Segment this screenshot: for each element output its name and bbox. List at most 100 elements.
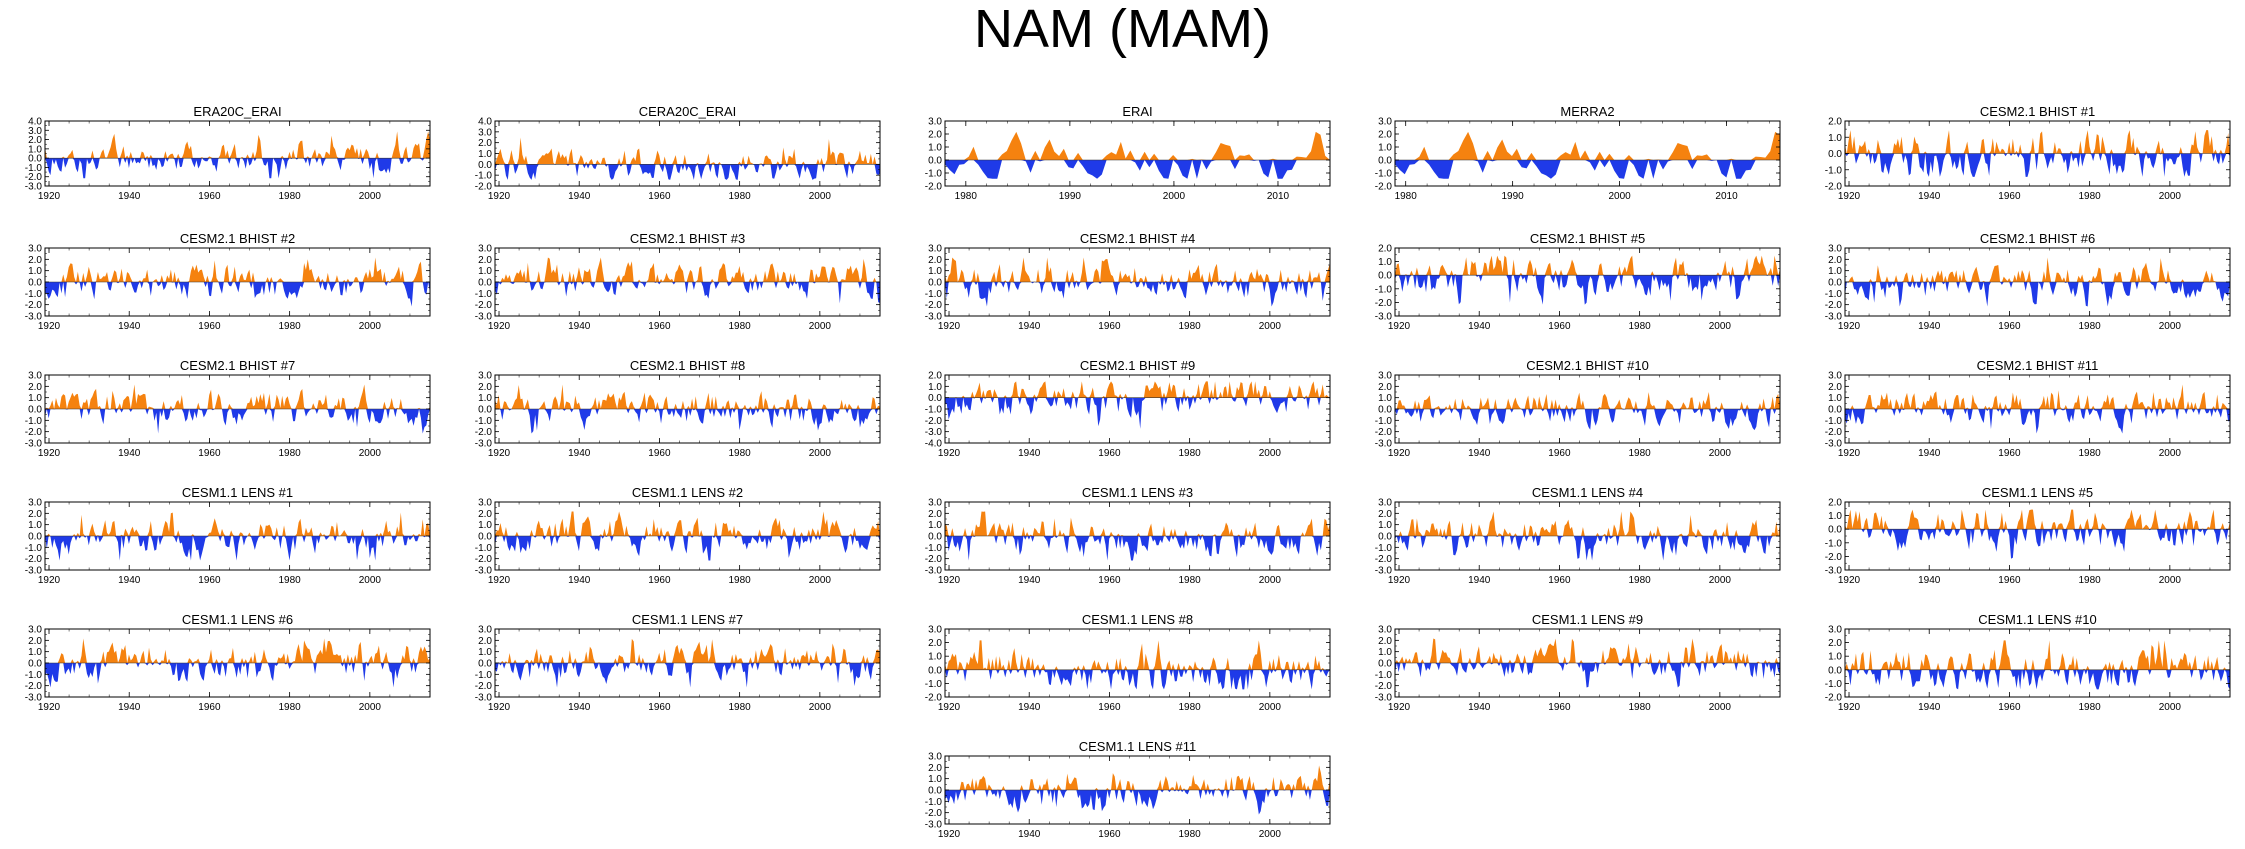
y-tick-label: -3.0 — [1375, 566, 1393, 577]
panel-title: ERAI — [1122, 104, 1152, 119]
x-tick-label: 2000 — [359, 321, 382, 332]
y-tick-label: -1.0 — [925, 679, 943, 690]
negative-anomaly-area — [1845, 529, 2230, 559]
y-tick-label: -2.0 — [1825, 693, 1843, 704]
x-tick-label: 1960 — [1998, 191, 2021, 202]
panel-title: CESM2.1 BHIST #3 — [630, 231, 745, 246]
panel-title: CESM2.1 BHIST #8 — [630, 358, 745, 373]
negative-anomaly-area — [1395, 275, 1780, 305]
x-tick-label: 1980 — [279, 191, 302, 202]
y-tick-label: -1.0 — [475, 416, 493, 427]
panel-title: CESM2.1 BHIST #7 — [180, 358, 295, 373]
page-title: NAM (MAM) — [974, 0, 1271, 59]
y-tick-label: -1.0 — [25, 289, 43, 300]
y-tick-label: 0.0 — [1378, 532, 1392, 543]
y-tick-label: 2.0 — [478, 509, 492, 520]
y-tick-label: 1.0 — [28, 266, 42, 277]
x-tick-label: 1920 — [1838, 448, 1861, 459]
x-tick-label: 1920 — [1838, 702, 1861, 713]
negative-anomaly-area — [45, 409, 430, 434]
x-tick-label: 2000 — [1259, 829, 1282, 840]
x-tick-label: 1980 — [1179, 321, 1202, 332]
panel-title: CESM2.1 BHIST #9 — [1080, 358, 1195, 373]
y-tick-label: 2.0 — [1828, 382, 1842, 393]
x-tick-label: 2000 — [1709, 448, 1732, 459]
negative-anomaly-area — [1845, 669, 2230, 690]
y-tick-label: -2.0 — [925, 808, 943, 819]
y-tick-label: -2.0 — [1375, 681, 1393, 692]
panel-16: CESM1.1 LENS #23.02.01.00.0-1.0-2.0-3.01… — [475, 485, 881, 586]
y-tick-label: 0.0 — [478, 160, 492, 171]
y-tick-label: 0.0 — [478, 405, 492, 416]
y-tick-label: 2.0 — [478, 382, 492, 393]
negative-anomaly-area — [945, 282, 1330, 307]
x-tick-label: 1940 — [1018, 321, 1041, 332]
y-tick-label: 0.0 — [1378, 271, 1392, 282]
y-tick-label: 2.0 — [1378, 509, 1392, 520]
y-tick-label: 1.0 — [28, 144, 42, 155]
y-tick-label: 0.0 — [928, 532, 942, 543]
x-tick-label: 1920 — [938, 448, 961, 459]
y-tick-label: -1.0 — [925, 543, 943, 554]
plot-frame — [944, 120, 1331, 187]
positive-anomaly-area — [1395, 392, 1780, 409]
y-tick-label: -1.0 — [1375, 416, 1393, 427]
positive-anomaly-area — [945, 640, 1330, 670]
y-tick-label: -2.0 — [25, 300, 43, 311]
x-tick-label: 1960 — [1548, 575, 1571, 586]
positive-anomaly-area — [945, 511, 1330, 536]
negative-anomaly-area — [945, 536, 1330, 561]
y-tick-label: -1.0 — [1825, 289, 1843, 300]
y-tick-label: 1.0 — [1828, 652, 1842, 663]
y-tick-label: -3.0 — [1825, 439, 1843, 450]
positive-anomaly-area — [1395, 511, 1780, 536]
y-tick-label: -2.0 — [25, 427, 43, 438]
x-tick-label: 1920 — [38, 321, 61, 332]
y-tick-label: -3.0 — [1825, 566, 1843, 577]
x-tick-label: 1960 — [648, 448, 671, 459]
y-tick-label: -1.0 — [1825, 165, 1843, 176]
negative-anomaly-area — [945, 160, 1330, 179]
x-tick-label: 1980 — [1395, 191, 1418, 202]
y-tick-label: -1.0 — [925, 169, 943, 180]
x-tick-label: 1980 — [279, 448, 302, 459]
y-tick-label: 1.0 — [1828, 133, 1842, 144]
y-tick-label: 3.0 — [928, 498, 942, 509]
y-tick-label: 1.0 — [28, 520, 42, 531]
x-tick-label: 1980 — [2079, 575, 2102, 586]
positive-anomaly-area — [1395, 131, 1780, 160]
panel-title: CESM1.1 LENS #8 — [1082, 612, 1193, 627]
y-tick-label: 2.0 — [928, 371, 942, 382]
x-tick-label: 2000 — [1259, 321, 1282, 332]
x-tick-label: 2000 — [809, 448, 832, 459]
x-tick-label: 1940 — [568, 191, 591, 202]
x-tick-label: 2000 — [2159, 448, 2182, 459]
panel-title: ERA20C_ERAI — [193, 104, 281, 119]
panel-title: CESM2.1 BHIST #6 — [1980, 231, 2095, 246]
x-tick-label: 2010 — [1267, 191, 1290, 202]
y-tick-label: -1.0 — [25, 163, 43, 174]
x-tick-label: 1940 — [1468, 575, 1491, 586]
x-tick-label: 1960 — [198, 575, 221, 586]
positive-anomaly-area — [1395, 255, 1780, 276]
y-tick-label: -2.0 — [925, 300, 943, 311]
y-tick-label: -2.0 — [1375, 182, 1393, 193]
y-tick-label: 0.0 — [478, 532, 492, 543]
y-tick-label: 0.0 — [28, 154, 42, 165]
y-tick-label: 3.0 — [478, 244, 492, 255]
y-tick-label: 1.0 — [1378, 143, 1392, 154]
y-tick-label: -2.0 — [925, 182, 943, 193]
negative-anomaly-area — [495, 164, 880, 180]
y-tick-label: -2.0 — [1825, 427, 1843, 438]
y-tick-label: -3.0 — [925, 427, 943, 438]
y-tick-label: 3.0 — [1828, 625, 1842, 636]
y-tick-label: -2.0 — [1375, 298, 1393, 309]
y-tick-label: 0.0 — [1828, 525, 1842, 536]
x-tick-label: 1960 — [1548, 448, 1571, 459]
x-tick-label: 1980 — [2079, 191, 2102, 202]
plot-frame — [944, 628, 1331, 698]
y-tick-label: 3.0 — [928, 752, 942, 763]
positive-anomaly-area — [495, 384, 880, 409]
positive-anomaly-area — [495, 638, 880, 663]
y-tick-label: -3.0 — [475, 693, 493, 704]
